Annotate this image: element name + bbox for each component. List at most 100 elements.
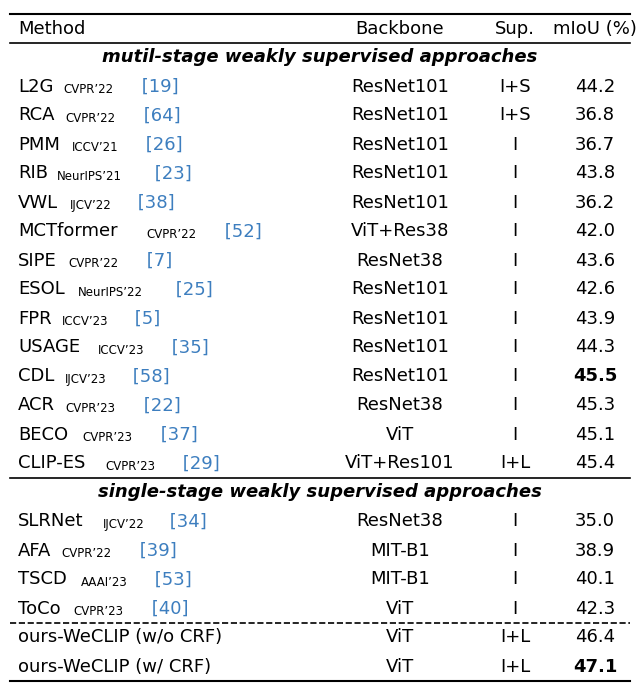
Text: I: I bbox=[513, 223, 518, 240]
Text: ResNet101: ResNet101 bbox=[351, 280, 449, 298]
Text: 36.2: 36.2 bbox=[575, 194, 615, 212]
Text: ResNet101: ResNet101 bbox=[351, 367, 449, 386]
Text: I: I bbox=[513, 599, 518, 617]
Text: ViT: ViT bbox=[386, 628, 414, 646]
Text: I: I bbox=[513, 136, 518, 154]
Text: CVPR’23: CVPR’23 bbox=[73, 606, 123, 619]
Text: ResNet101: ResNet101 bbox=[351, 338, 449, 356]
Text: [35]: [35] bbox=[166, 338, 209, 356]
Text: CVPR’23: CVPR’23 bbox=[105, 460, 155, 473]
Text: L2G: L2G bbox=[18, 77, 53, 96]
Text: ICCV’23: ICCV’23 bbox=[98, 344, 145, 358]
Text: ViT: ViT bbox=[386, 599, 414, 617]
Text: [19]: [19] bbox=[136, 77, 179, 96]
Text: ICCV’23: ICCV’23 bbox=[61, 316, 108, 329]
Text: MIT-B1: MIT-B1 bbox=[370, 570, 430, 588]
Text: 44.3: 44.3 bbox=[575, 338, 615, 356]
Text: CVPR’22: CVPR’22 bbox=[63, 83, 114, 96]
Text: 46.4: 46.4 bbox=[575, 628, 615, 646]
Text: NeurIPS’22: NeurIPS’22 bbox=[78, 287, 143, 300]
Text: [40]: [40] bbox=[145, 599, 188, 617]
Text: 45.1: 45.1 bbox=[575, 426, 615, 444]
Text: CVPR’22: CVPR’22 bbox=[61, 548, 111, 560]
Text: I: I bbox=[513, 570, 518, 588]
Text: [5]: [5] bbox=[129, 309, 161, 327]
Text: ResNet101: ResNet101 bbox=[351, 165, 449, 183]
Text: PMM: PMM bbox=[18, 136, 60, 154]
Text: ViT: ViT bbox=[386, 426, 414, 444]
Text: ViT+Res101: ViT+Res101 bbox=[345, 455, 455, 473]
Text: 42.3: 42.3 bbox=[575, 599, 615, 617]
Text: USAGE: USAGE bbox=[18, 338, 80, 356]
Text: Backbone: Backbone bbox=[356, 19, 444, 37]
Text: MCTformer: MCTformer bbox=[18, 223, 118, 240]
Text: 42.6: 42.6 bbox=[575, 280, 615, 298]
Text: CVPR’22: CVPR’22 bbox=[65, 112, 115, 125]
Text: IJCV’23: IJCV’23 bbox=[65, 373, 107, 387]
Text: I: I bbox=[513, 426, 518, 444]
Text: ViT: ViT bbox=[386, 657, 414, 675]
Text: 42.0: 42.0 bbox=[575, 223, 615, 240]
Text: [25]: [25] bbox=[170, 280, 213, 298]
Text: IJCV’22: IJCV’22 bbox=[70, 200, 111, 212]
Text: I+S: I+S bbox=[499, 77, 531, 96]
Text: 36.8: 36.8 bbox=[575, 107, 615, 125]
Text: ResNet38: ResNet38 bbox=[356, 251, 444, 269]
Text: I: I bbox=[513, 513, 518, 531]
Text: CVPR’22: CVPR’22 bbox=[147, 229, 196, 241]
Text: CDL: CDL bbox=[18, 367, 54, 386]
Text: single-stage weakly supervised approaches: single-stage weakly supervised approache… bbox=[98, 484, 542, 502]
Text: SLRNet: SLRNet bbox=[18, 513, 83, 531]
Text: 35.0: 35.0 bbox=[575, 513, 615, 531]
Text: I: I bbox=[513, 542, 518, 559]
Text: ResNet38: ResNet38 bbox=[356, 513, 444, 531]
Text: 38.9: 38.9 bbox=[575, 542, 615, 559]
Text: ours-WeCLIP (w/ CRF): ours-WeCLIP (w/ CRF) bbox=[18, 657, 211, 675]
Text: I: I bbox=[513, 280, 518, 298]
Text: IJCV’22: IJCV’22 bbox=[102, 519, 144, 531]
Text: I+S: I+S bbox=[499, 107, 531, 125]
Text: CLIP-ES: CLIP-ES bbox=[18, 455, 85, 473]
Text: ResNet101: ResNet101 bbox=[351, 107, 449, 125]
Text: AFA: AFA bbox=[18, 542, 51, 559]
Text: I+L: I+L bbox=[500, 657, 530, 675]
Text: FPR: FPR bbox=[18, 309, 52, 327]
Text: BECO: BECO bbox=[18, 426, 68, 444]
Text: I: I bbox=[513, 338, 518, 356]
Text: CVPR’23: CVPR’23 bbox=[83, 431, 132, 444]
Text: I: I bbox=[513, 194, 518, 212]
Text: I: I bbox=[513, 309, 518, 327]
Text: ResNet101: ResNet101 bbox=[351, 309, 449, 327]
Text: VWL: VWL bbox=[18, 194, 58, 212]
Text: [52]: [52] bbox=[220, 223, 262, 240]
Text: ACR: ACR bbox=[18, 396, 55, 415]
Text: Method: Method bbox=[18, 19, 85, 37]
Text: mutil-stage weakly supervised approaches: mutil-stage weakly supervised approaches bbox=[102, 48, 538, 67]
Text: [34]: [34] bbox=[164, 513, 207, 531]
Text: RIB: RIB bbox=[18, 165, 48, 183]
Text: TSCD: TSCD bbox=[18, 570, 67, 588]
Text: [58]: [58] bbox=[127, 367, 169, 386]
Text: 44.2: 44.2 bbox=[575, 77, 615, 96]
Text: [7]: [7] bbox=[141, 251, 172, 269]
Text: ViT+Res38: ViT+Res38 bbox=[351, 223, 449, 240]
Text: 45.5: 45.5 bbox=[573, 367, 617, 386]
Text: 36.7: 36.7 bbox=[575, 136, 615, 154]
Text: ResNet38: ResNet38 bbox=[356, 396, 444, 415]
Text: I: I bbox=[513, 165, 518, 183]
Text: ESOL: ESOL bbox=[18, 280, 65, 298]
Text: mIoU (%): mIoU (%) bbox=[553, 19, 637, 37]
Text: ICCV’21: ICCV’21 bbox=[72, 141, 118, 154]
Text: [39]: [39] bbox=[134, 542, 177, 559]
Text: I+L: I+L bbox=[500, 628, 530, 646]
Text: 40.1: 40.1 bbox=[575, 570, 615, 588]
Text: CVPR’23: CVPR’23 bbox=[66, 402, 116, 415]
Text: 45.3: 45.3 bbox=[575, 396, 615, 415]
Text: 43.9: 43.9 bbox=[575, 309, 615, 327]
Text: Sup.: Sup. bbox=[495, 19, 535, 37]
Text: 43.8: 43.8 bbox=[575, 165, 615, 183]
Text: ResNet101: ResNet101 bbox=[351, 194, 449, 212]
Text: [29]: [29] bbox=[177, 455, 220, 473]
Text: CVPR’22: CVPR’22 bbox=[68, 258, 118, 271]
Text: ours-WeCLIP (w/o CRF): ours-WeCLIP (w/o CRF) bbox=[18, 628, 222, 646]
